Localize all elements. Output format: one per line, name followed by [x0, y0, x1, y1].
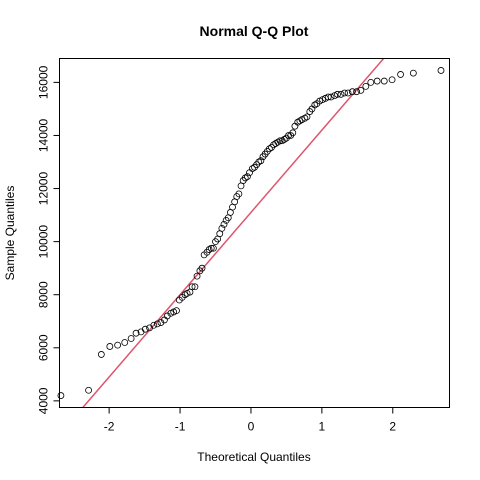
data-point [303, 113, 311, 121]
data-point [244, 173, 251, 181]
data-point [207, 244, 215, 252]
x-axis-label: Theoretical Quantiles [197, 450, 310, 464]
x-tick-label: -2 [104, 420, 115, 434]
data-point [153, 320, 161, 328]
data-point [357, 86, 365, 94]
data-point [373, 77, 381, 85]
data-point [106, 343, 114, 350]
data-point [274, 138, 282, 146]
data-point [334, 90, 341, 98]
data-point [193, 272, 201, 280]
data-point [241, 174, 249, 182]
data-point [301, 114, 309, 122]
y-tick-label: 4000 [37, 387, 51, 414]
data-point [380, 77, 388, 85]
data-point [198, 264, 206, 272]
data-point [388, 76, 396, 84]
x-tick-label: -1 [175, 420, 186, 434]
data-point [97, 351, 105, 358]
data-point [367, 78, 375, 86]
data-point [437, 67, 445, 74]
data-point [327, 93, 335, 101]
y-tick-label: 12000 [37, 172, 51, 206]
data-point [311, 101, 319, 109]
data-point [57, 392, 65, 399]
y-tick-label: 10000 [37, 225, 51, 259]
data-point [397, 71, 404, 78]
data-point [341, 89, 348, 97]
x-tick-label: 1 [319, 420, 326, 434]
data-point [218, 224, 226, 232]
data-point [255, 158, 263, 166]
data-point [362, 82, 370, 90]
y-tick-label: 8000 [37, 281, 51, 308]
x-tick-label: 2 [389, 420, 396, 434]
plot-frame [59, 58, 450, 408]
y-axis-label: Sample Quantiles [3, 186, 17, 281]
data-point [324, 93, 332, 101]
data-point [220, 220, 228, 228]
data-point [235, 190, 243, 198]
data-point [348, 88, 356, 96]
data-point [85, 386, 92, 394]
y-tick-label: 16000 [37, 65, 51, 99]
y-axis: 4000 6000 8000 10000 12000 14000 16000 [37, 65, 60, 414]
data-point [209, 244, 217, 252]
data-point [141, 325, 149, 333]
data-point [150, 321, 158, 329]
data-point [337, 90, 345, 98]
chart-title: Normal Q-Q Plot [200, 23, 309, 39]
x-tick-label: 0 [248, 420, 255, 434]
data-point [114, 341, 122, 349]
data-point [276, 137, 284, 145]
data-point [132, 329, 140, 337]
data-point [409, 69, 417, 77]
data-point [248, 165, 256, 173]
data-point [344, 89, 352, 97]
data-point [191, 283, 199, 291]
data-point [289, 129, 297, 137]
data-point [353, 88, 361, 96]
data-point [121, 339, 129, 346]
data-point [205, 246, 213, 253]
data-point [173, 307, 180, 315]
data-point [265, 145, 273, 153]
y-tick-label: 6000 [37, 334, 51, 361]
data-point [127, 335, 135, 342]
data-point [280, 136, 288, 143]
data-point [257, 157, 265, 165]
data-point [188, 283, 196, 291]
y-tick-label: 14000 [37, 118, 51, 152]
x-axis: -2 -1 0 1 2 [104, 407, 396, 434]
